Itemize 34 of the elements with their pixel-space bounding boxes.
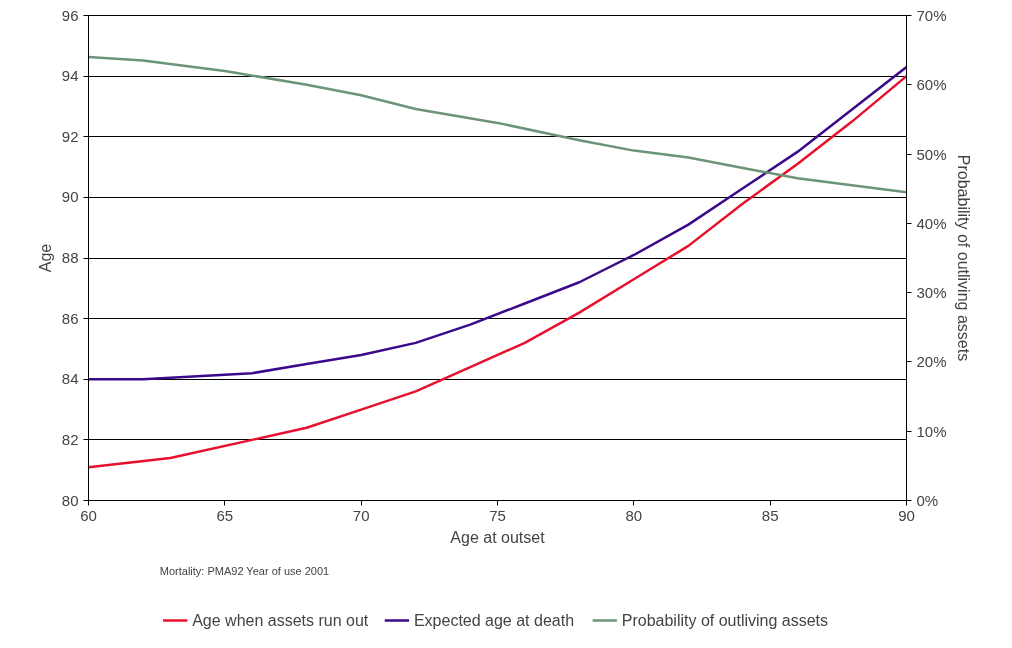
x-tick-label: 70 (352, 506, 370, 524)
y-tick-label: 82 (61, 430, 79, 448)
y2-tick-label: 20% (916, 353, 947, 371)
y2-axis-title: Probability of outliving assets (954, 154, 972, 362)
y-tick-label: 92 (61, 127, 79, 145)
y2-tick-label: 50% (916, 145, 947, 163)
line-series (88, 74, 907, 469)
y2-tick-label: 30% (916, 284, 947, 302)
x-tick-label: 60 (80, 506, 97, 524)
y2-tick-label: 0% (916, 492, 939, 509)
x-axis-title: Age at outset (450, 528, 546, 546)
x-tick-label: 90 (898, 506, 915, 524)
y-tick-label: 94 (61, 67, 79, 85)
x-tick-label: 75 (489, 506, 506, 524)
legend-label: Age when assets run out (192, 612, 369, 629)
x-tick-label: 65 (216, 506, 234, 524)
legend-label: Expected age at death (413, 612, 575, 629)
y-tick-label: 90 (61, 188, 79, 206)
y-tick-label: 88 (61, 249, 79, 266)
x-tick-label: 80 (625, 506, 643, 524)
text: Mortality: PMA92 Year of use 2001 (159, 564, 330, 577)
y-axis-title: Age (36, 243, 54, 273)
line-series (88, 65, 907, 381)
y2-tick-label: 60% (916, 76, 947, 94)
y-tick-label: 84 (61, 370, 79, 388)
x-tick-label: 85 (761, 506, 779, 524)
y-tick-label: 86 (61, 309, 79, 327)
y-tick-label: 96 (61, 6, 79, 24)
y2-tick-label: 10% (916, 422, 947, 440)
legend-label: Probability of outliving assets (621, 612, 829, 629)
y2-tick-label: 70% (916, 7, 947, 24)
y-tick-label: 80 (61, 491, 79, 509)
y2-tick-label: 40% (916, 214, 947, 232)
line-series (88, 55, 907, 194)
